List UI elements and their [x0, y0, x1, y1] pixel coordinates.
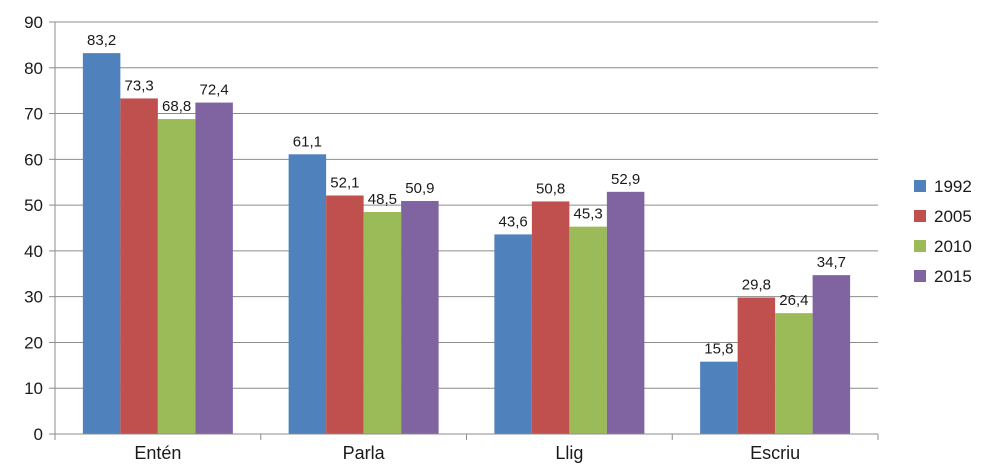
data-label: 34,7 — [817, 254, 846, 271]
bar-1992-Entén — [82, 53, 121, 435]
data-label: 50,8 — [536, 180, 565, 197]
bar-1992-Llig — [494, 234, 532, 434]
bar-2010-Escriu — [775, 313, 813, 434]
axes: 0 10 20 30 40 50 60 70 80 90 Entén Parla Llig Escriu — [24, 13, 879, 463]
data-labels: 83,2 73,3 68,8 72,4 61,1 52,1 48,5 50,9 43,6 50,8… — [87, 32, 846, 358]
bar-1992-Parla — [288, 154, 327, 434]
legend-label: 2010 — [934, 237, 972, 256]
y-tick-label: 40 — [24, 242, 43, 261]
x-category-label: Escriu — [750, 443, 800, 463]
legend-label: 2005 — [934, 207, 972, 226]
bar-2010-Llig — [569, 226, 607, 434]
bar-2005-Entén — [120, 98, 158, 435]
data-label: 43,6 — [499, 213, 528, 230]
data-label: 83,2 — [87, 32, 116, 49]
bar-2010-Parla — [363, 211, 402, 434]
legend-swatch-1992 — [914, 180, 926, 192]
y-tick-label: 0 — [34, 425, 43, 444]
data-label: 26,4 — [779, 292, 808, 309]
x-category-label: Llig — [555, 443, 583, 463]
y-tick-label: 50 — [24, 196, 43, 215]
y-tick-label: 60 — [24, 150, 43, 169]
bars — [82, 53, 851, 435]
data-label: 52,9 — [611, 171, 640, 188]
legend-label: 1992 — [934, 177, 972, 196]
data-label: 72,4 — [200, 82, 229, 99]
bar-2015-Entén — [195, 102, 233, 435]
bar-2005-Escriu — [737, 297, 776, 434]
legend: 1992 2005 2010 2015 — [914, 177, 972, 286]
bar-2005-Llig — [531, 201, 570, 434]
bar-2015-Llig — [606, 191, 645, 434]
bar-2010-Entén — [157, 119, 196, 434]
y-tick-label: 80 — [24, 59, 43, 78]
bar-2005-Parla — [326, 195, 364, 434]
data-label: 61,1 — [293, 133, 322, 150]
legend-swatch-2005 — [914, 210, 926, 222]
legend-label: 2015 — [934, 267, 972, 286]
y-tick-label: 10 — [24, 379, 43, 398]
x-category-label: Parla — [343, 443, 386, 463]
legend-swatch-2015 — [914, 270, 926, 282]
legend-swatch-2010 — [914, 240, 926, 252]
data-label: 73,3 — [125, 77, 154, 94]
data-label: 29,8 — [742, 277, 771, 294]
y-tick-label: 90 — [24, 13, 43, 32]
data-label: 15,8 — [704, 341, 733, 358]
x-category-label: Entén — [134, 443, 181, 463]
bar-2015-Parla — [401, 200, 439, 434]
bar-2015-Escriu — [812, 275, 851, 434]
data-label: 45,3 — [574, 206, 603, 223]
data-label: 52,1 — [330, 174, 359, 191]
y-tick-label: 30 — [24, 288, 43, 307]
bar-1992-Escriu — [700, 361, 738, 434]
data-label: 50,9 — [405, 180, 434, 197]
y-tick-label: 70 — [24, 105, 43, 124]
data-label: 68,8 — [162, 98, 191, 115]
y-tick-label: 20 — [24, 333, 43, 352]
data-label: 48,5 — [368, 191, 397, 208]
